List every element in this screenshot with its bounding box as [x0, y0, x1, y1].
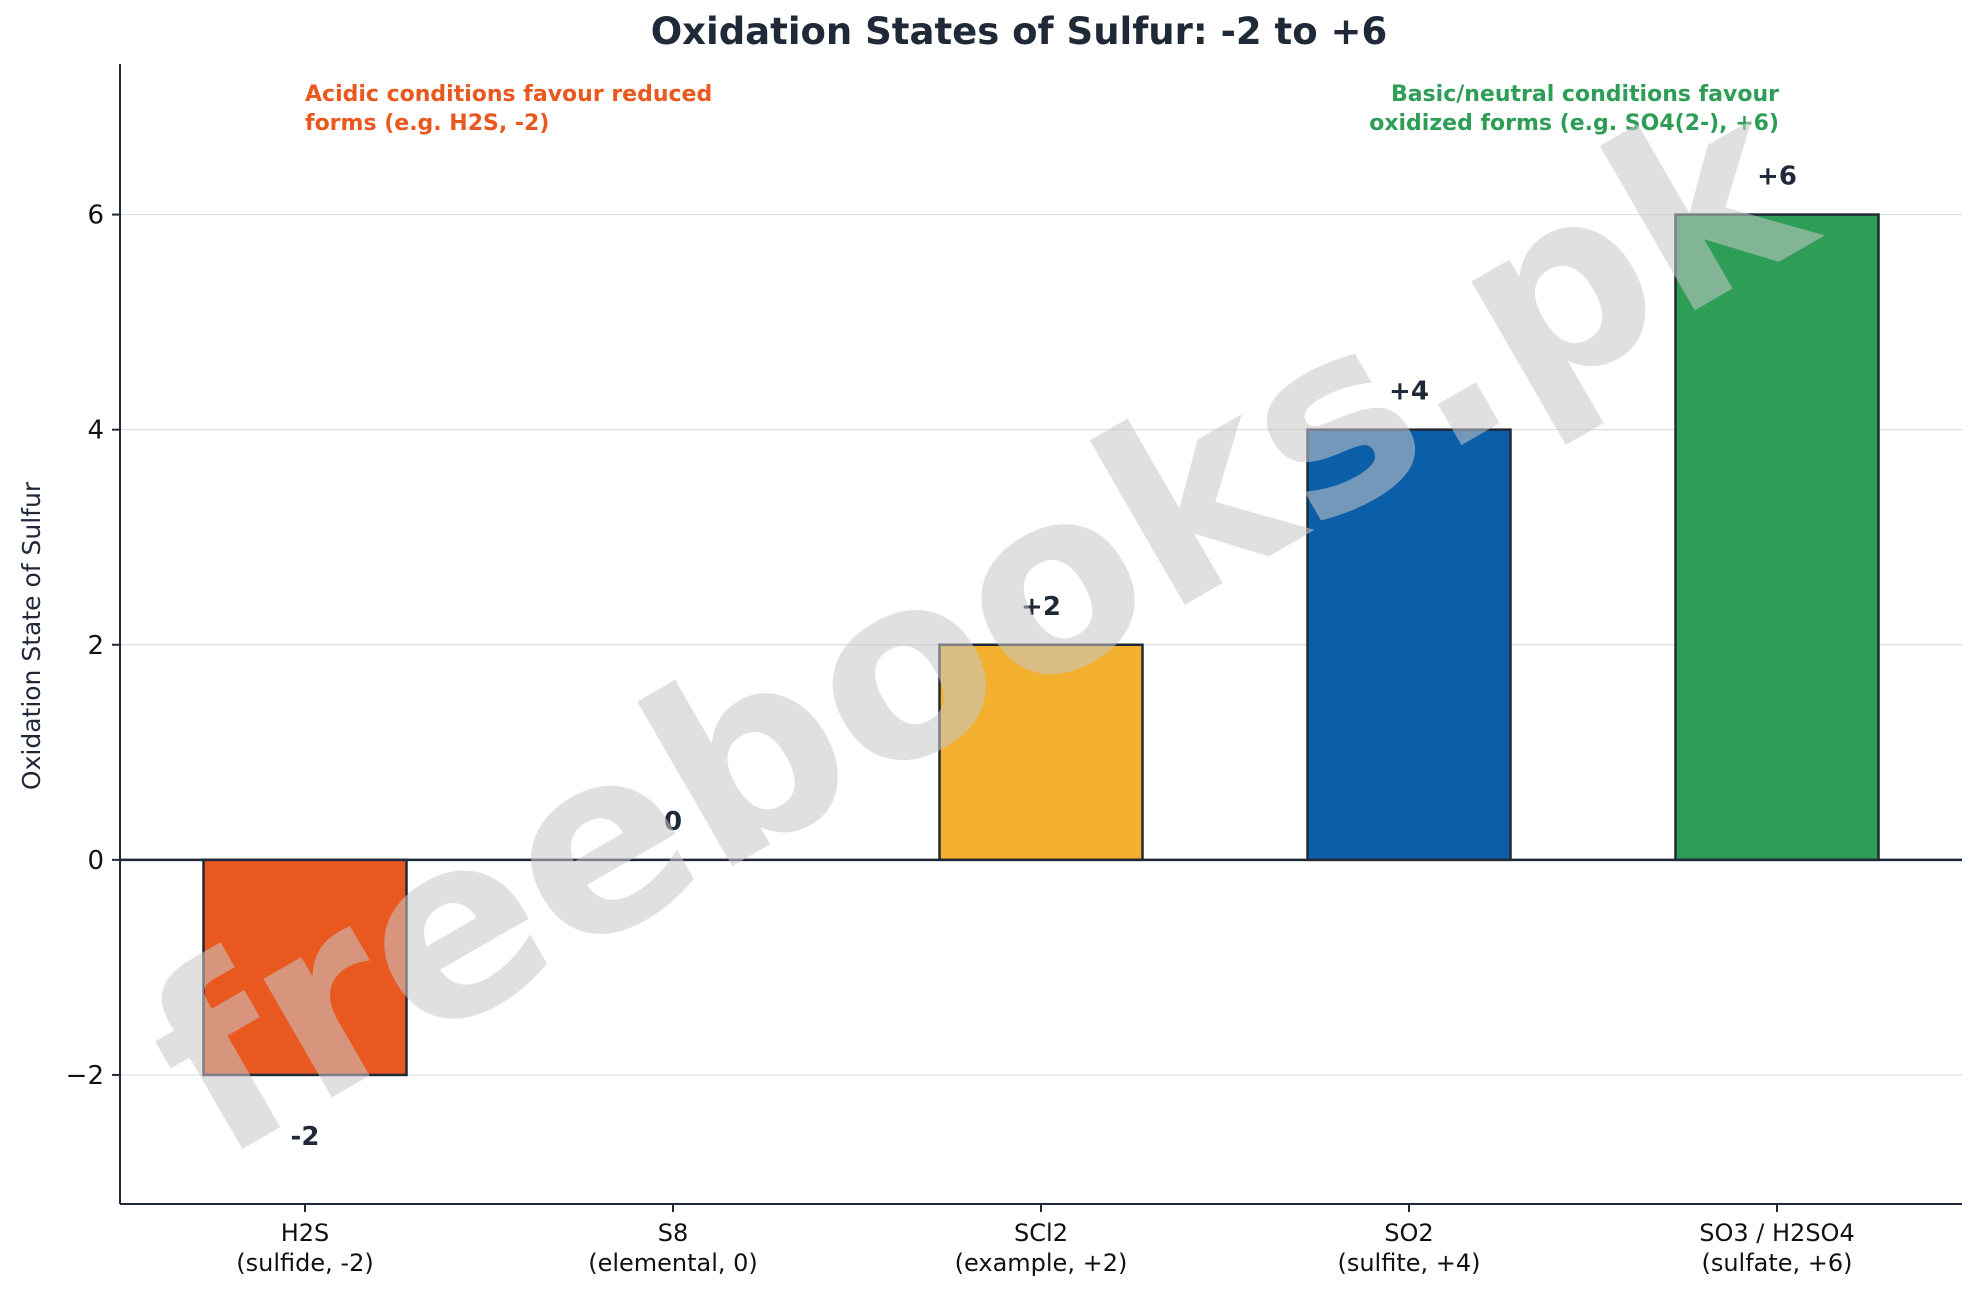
y-tick-label-3: 4 [87, 416, 104, 446]
annotation-1-line-0: Basic/neutral conditions favour [1391, 82, 1779, 107]
x-tick-sublabel-0: (sulfide, -2) [236, 1249, 373, 1277]
annotation-0-line-0: Acidic conditions favour reduced [305, 82, 712, 107]
watermark-text: freebooks.pk [103, 34, 1855, 1213]
x-tick-label-1: S8 [658, 1219, 689, 1247]
annotation-0-line-1: forms (e.g. H2S, -2) [305, 111, 549, 136]
value-labels: -2 0 +2 +4 +6 [291, 162, 1797, 1152]
y-tick-label-1: 0 [87, 846, 104, 876]
bar-4 [1674, 213, 1880, 862]
y-tick-label-0: −2 [66, 1061, 104, 1091]
bar-0 [202, 858, 408, 1077]
value-label-3: +4 [1389, 377, 1429, 407]
y-tick-label-2: 2 [87, 631, 104, 661]
x-tick-label-4: SO3 / H2SO4 [1699, 1219, 1854, 1247]
annotation-1-line-1: oxidized forms (e.g. SO4(2-), +6) [1369, 111, 1779, 136]
x-tick-sublabel-3: (sulfite, +4) [1337, 1249, 1480, 1277]
annotations: Acidic conditions favour reduced forms (e… [305, 82, 1779, 136]
value-label-2: +2 [1021, 592, 1061, 622]
x-tick-sublabel-2: (example, +2) [955, 1249, 1128, 1277]
x-tick-label-0: H2S [281, 1219, 330, 1247]
y-axis-label: Oxidation State of Sulfur [17, 481, 46, 790]
watermark: freebooks.pk [103, 34, 1855, 1213]
bar-3 [1306, 428, 1512, 862]
x-tick-sublabel-4: (sulfate, +6) [1701, 1249, 1852, 1277]
bars [202, 213, 1880, 1077]
y-tick-label-4: 6 [87, 201, 104, 231]
x-tick-sublabel-1: (elemental, 0) [588, 1249, 758, 1277]
value-label-1: 0 [664, 807, 682, 837]
x-tick-label-2: SCl2 [1014, 1219, 1068, 1247]
x-tick-label-3: SO2 [1384, 1219, 1433, 1247]
axes: −2 0 2 4 6 H2S(sulfide, -2) S8(elemental, 0) SC… [66, 64, 1962, 1277]
chart-title: Oxidation States of Sulfur: -2 to +6 [651, 10, 1388, 53]
value-label-0: -2 [291, 1122, 320, 1152]
value-label-4: +6 [1757, 162, 1797, 192]
